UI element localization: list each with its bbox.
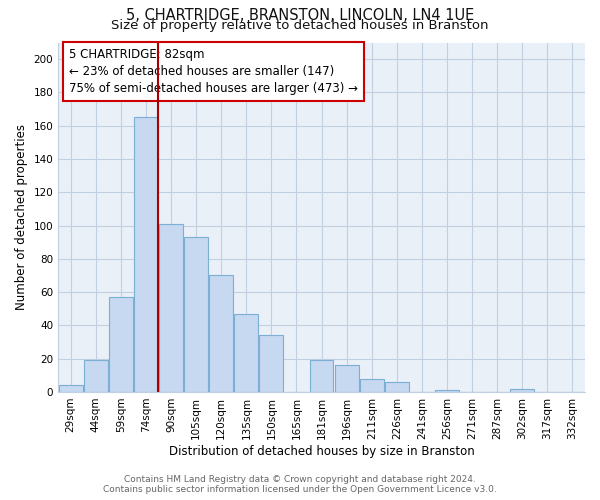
Bar (109, 297, 133, 392)
Bar (360, 378, 383, 392)
Bar (134, 118, 158, 392)
X-axis label: Distribution of detached houses by size in Branston: Distribution of detached houses by size … (169, 444, 475, 458)
Bar (235, 314, 258, 392)
Text: Contains HM Land Registry data © Crown copyright and database right 2024.
Contai: Contains HM Land Registry data © Crown c… (103, 474, 497, 494)
Text: 5, CHARTRIDGE, BRANSTON, LINCOLN, LN4 1UE: 5, CHARTRIDGE, BRANSTON, LINCOLN, LN4 1U… (126, 8, 474, 22)
Bar (335, 366, 359, 392)
Bar (84, 360, 108, 392)
Bar (184, 237, 208, 392)
Bar (259, 336, 283, 392)
Text: 5 CHARTRIDGE: 82sqm
← 23% of detached houses are smaller (147)
75% of semi-detac: 5 CHARTRIDGE: 82sqm ← 23% of detached ho… (69, 48, 358, 94)
Bar (209, 276, 233, 392)
Bar (159, 224, 183, 392)
Bar (385, 382, 409, 392)
Bar (435, 390, 459, 392)
Bar (511, 388, 534, 392)
Bar (310, 360, 334, 392)
Text: Size of property relative to detached houses in Branston: Size of property relative to detached ho… (111, 19, 489, 32)
Bar (59, 386, 83, 392)
Y-axis label: Number of detached properties: Number of detached properties (15, 124, 28, 310)
